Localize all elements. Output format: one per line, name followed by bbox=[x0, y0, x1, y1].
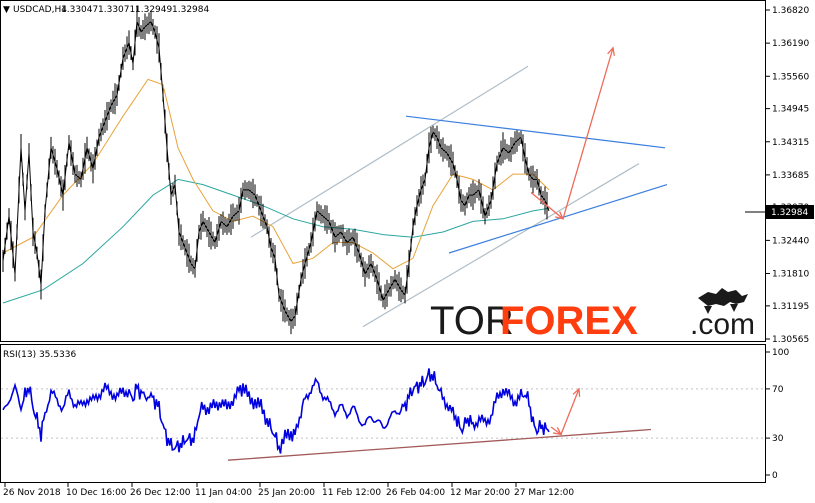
current-price-marker: 1.32984 bbox=[745, 205, 814, 219]
bull-bear-icon bbox=[698, 288, 748, 314]
time-tick-label: 10 Dec 16:00 bbox=[66, 488, 127, 498]
rsi-tick-label: 100 bbox=[772, 348, 789, 358]
price-tick-label: 1.35560 bbox=[772, 72, 809, 82]
time-tick-label: 25 Jan 20:00 bbox=[258, 488, 315, 498]
time-tick-label: 11 Jan 04:00 bbox=[195, 488, 252, 498]
price-tick-label: 1.34315 bbox=[772, 138, 809, 148]
rsi-tick-label: 30 bbox=[772, 434, 784, 444]
price-tick-label: 1.31195 bbox=[772, 302, 809, 312]
price-tick-label: 1.31810 bbox=[772, 270, 809, 280]
time-tick-label: 26 Nov 2018 bbox=[3, 488, 61, 498]
fast-moving-average-line bbox=[2, 78, 550, 270]
rsi-label: RSI(13) 35.5336 bbox=[3, 350, 76, 360]
ohlc-high: 1.33071 bbox=[98, 5, 135, 15]
channel-line bbox=[362, 163, 640, 328]
price-tick-label: 1.32440 bbox=[772, 236, 809, 246]
price-axis: 1.36820 1.36190 1.35560 1.34945 1.34315 1.336… bbox=[766, 6, 809, 345]
symbol-label: USDCAD,H4 bbox=[13, 5, 67, 15]
price-tick-label: 1.30565 bbox=[772, 335, 809, 345]
brand-text-forex: FOREX bbox=[500, 299, 638, 343]
rsi-forecast-arrow bbox=[560, 388, 580, 435]
price-panel-frame bbox=[0, 0, 766, 342]
forecast-arrow bbox=[530, 192, 564, 220]
time-tick-label: 26 Dec 12:00 bbox=[130, 488, 191, 498]
rsi-forecast-arrow-head bbox=[572, 387, 581, 397]
rsi-forecast-arrow bbox=[550, 426, 562, 435]
time-tick-label: 27 Mar 12:00 bbox=[514, 488, 574, 498]
price-drawings bbox=[2, 6, 668, 335]
slow-moving-average-line bbox=[2, 178, 550, 304]
price-line bbox=[2, 20, 550, 323]
brand-logo: TOR FOREX .com bbox=[430, 288, 755, 343]
price-tick-label: 1.33685 bbox=[772, 171, 809, 181]
ohlc-low: 1.32949 bbox=[135, 5, 172, 15]
ohlc-close: 1.32984 bbox=[172, 5, 209, 15]
forecast-arrow-head bbox=[607, 46, 615, 56]
ohlc-open: 1.33047 bbox=[61, 5, 98, 15]
chart-collapse-icon[interactable]: ▼ bbox=[3, 5, 10, 15]
price-tick-label: 1.36820 bbox=[772, 6, 809, 16]
rsi-line bbox=[2, 368, 550, 454]
channel-line bbox=[250, 65, 529, 238]
rsi-panel-frame bbox=[0, 344, 766, 483]
time-axis: 26 Nov 2018 10 Dec 16:00 26 Dec 12:00 11 Ja… bbox=[3, 483, 574, 498]
price-tick-label: 1.34945 bbox=[772, 105, 809, 115]
rsi-axis: 100 70 30 0 bbox=[766, 348, 789, 481]
time-tick-label: 12 Mar 20:00 bbox=[450, 488, 510, 498]
triangle-line bbox=[405, 115, 666, 149]
rsi-trendline bbox=[227, 428, 652, 461]
rsi-tick-label: 70 bbox=[772, 385, 784, 395]
current-price-label: 1.32984 bbox=[771, 208, 808, 218]
brand-text-com: .com bbox=[690, 308, 755, 341]
rsi-drawings bbox=[2, 368, 652, 461]
triangle-line bbox=[448, 184, 668, 254]
forecast-arrow bbox=[562, 47, 614, 219]
rsi-level-lines bbox=[1, 388, 765, 439]
rsi-tick-label: 0 bbox=[772, 471, 778, 481]
price-tick-label: 1.36190 bbox=[772, 39, 809, 49]
time-tick-label: 11 Feb 12:00 bbox=[322, 488, 381, 498]
time-tick-label: 26 Feb 04:00 bbox=[386, 488, 445, 498]
brand-text-tor: TOR bbox=[430, 299, 514, 343]
